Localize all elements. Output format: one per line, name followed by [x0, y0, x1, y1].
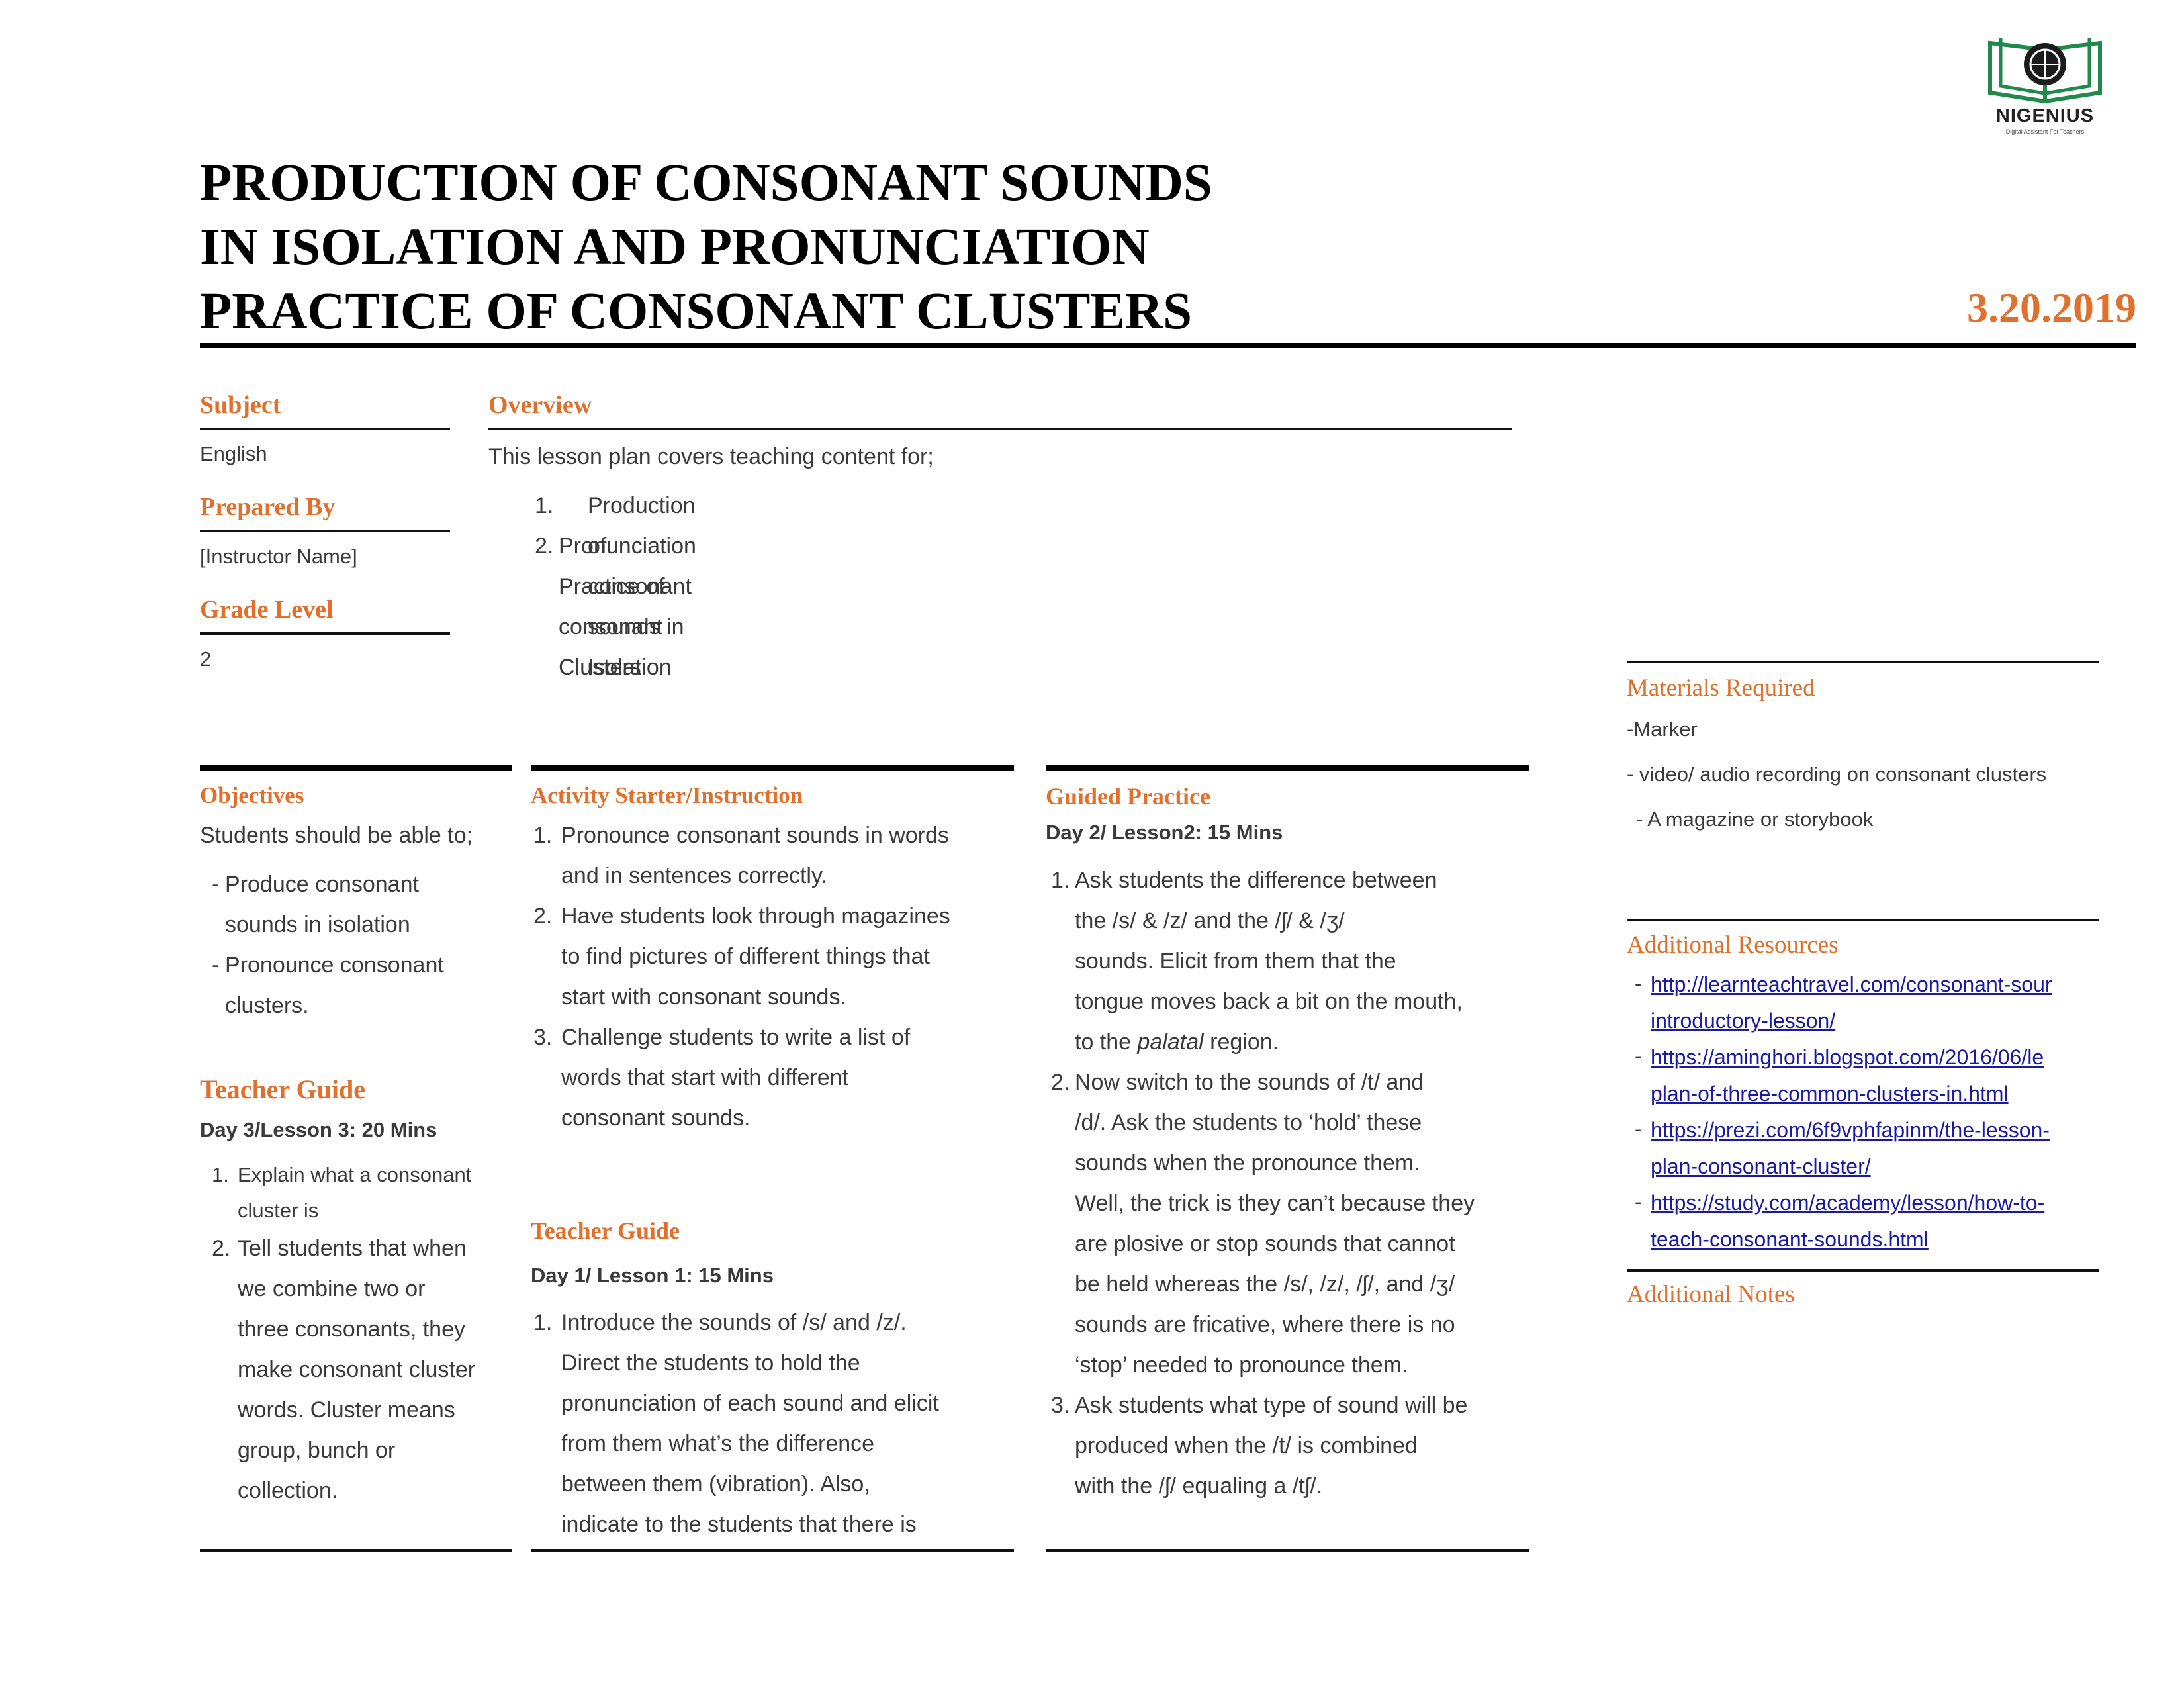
materials-heading: Materials Required [1627, 675, 1815, 702]
list-item: - video/ audio recording on consonant cl… [1627, 763, 2047, 786]
list-item: 1. Pronounce consonant sounds in words a… [531, 816, 1014, 896]
grade-level-rule [200, 632, 450, 635]
list-item: 2. Pronunciation Practice of consonant C… [535, 526, 696, 680]
resource-link[interactable]: https://prezi.com/6f9vphfapinm/the-lesso… [1651, 1118, 2050, 1142]
guided-practice-heading: Guided Practice [1046, 783, 1210, 810]
list-item: - https://study.com/academy/lesson/how-t… [1635, 1190, 2045, 1251]
objectives-rule [200, 765, 512, 771]
title-line: IN ISOLATION AND PRONUNCIATION [200, 218, 1150, 276]
materials-rule [1627, 661, 2099, 663]
resources-rule [1627, 919, 2099, 921]
prepared-by-heading: Prepared By [200, 493, 336, 521]
list-number: 3. [1051, 1393, 1070, 1418]
lesson-date: 3.20.2019 [1967, 284, 2136, 331]
list-bullet: - [212, 872, 220, 897]
resource-link[interactable]: https://study.com/academy/lesson/how-to- [1651, 1191, 2045, 1215]
activity-rule [531, 765, 1014, 771]
list-number: 1. [533, 1310, 553, 1335]
guided-practice-rule [1046, 765, 1529, 771]
list-item: 1. Production of consonant sounds in Iso… [535, 486, 696, 680]
overview-list: 1. Production of consonant sounds in Iso… [535, 486, 696, 680]
objectives-intro: Students should be able to; [200, 823, 473, 848]
list-number: 1. [535, 493, 554, 518]
resource-link[interactable]: http://learnteachtravel.com/consonant-so… [1651, 972, 2052, 996]
list-item: - http://learnteachtravel.com/consonant-… [1635, 972, 2052, 1033]
logo-tagline: Digital Assistant For Teachers [2005, 128, 2085, 135]
list-number: 3. [533, 1025, 553, 1050]
list-text: Production of consonant sounds in Isolat… [588, 493, 696, 680]
objectives-heading: Objectives [200, 782, 304, 808]
list-item: 3. Challenge students to write a list of… [531, 1017, 1014, 1139]
column-1-bottom-rule [200, 1549, 512, 1552]
grade-level-heading: Grade Level [200, 596, 334, 624]
list-item: 1. Introduce the sounds of /s/ and /z/. … [531, 1303, 1014, 1545]
list-item: -Marker [1627, 718, 1698, 741]
notes-rule [1627, 1269, 2099, 1272]
activity-heading: Activity Starter/Instruction [531, 782, 803, 808]
list-item: 1. Explain what a consonant cluster is [212, 1157, 523, 1229]
list-number: 2. [535, 534, 554, 559]
list-number: 2. [1051, 1070, 1070, 1095]
objectives-list: - Produce consonant sounds in isolation … [212, 865, 444, 1026]
overview-intro: This lesson plan covers teaching content… [488, 444, 934, 469]
guided-practice-list: 1. Ask students the difference between t… [1051, 861, 1541, 1507]
subject-rule [200, 428, 450, 430]
prepared-by-rule [200, 530, 450, 532]
teacher-guide-1-list: 1. Introduce the sounds of /s/ and /z/. … [531, 1303, 1014, 1545]
logo-brand: NIGENIUS [1995, 105, 2095, 126]
open-book-globe-icon [1988, 38, 2102, 103]
list-number: 2. [212, 1236, 231, 1261]
list-item: - Pronounce consonant clusters. [212, 945, 444, 1026]
teacher-guide-1-heading: Teacher Guide [531, 1217, 680, 1244]
list-item: - https://prezi.com/6f9vphfapinm/the-les… [1635, 1117, 2050, 1178]
list-number: 1. [1051, 868, 1070, 893]
list-item: 1. Ask students the difference between t… [1051, 861, 1541, 1062]
materials-list: -Marker - video/ audio recording on cons… [1627, 707, 2099, 842]
resource-link[interactable]: introductory-lesson/ [1651, 1009, 1836, 1033]
list-number: 1. [212, 1163, 229, 1186]
title-line: PRODUCTION OF CONSONANT SOUNDS [200, 154, 1212, 212]
overview-rule [488, 428, 1512, 430]
list-item: 2. Have students look through magazines … [531, 896, 1014, 1017]
resource-link[interactable]: plan-consonant-cluster/ [1651, 1154, 1871, 1178]
notes-heading: Additional Notes [1627, 1281, 1795, 1308]
list-item: - https://aminghori.blogspot.com/2016/06… [1635, 1045, 2044, 1105]
resource-link[interactable]: teach-consonant-sounds.html [1651, 1227, 1929, 1251]
title-divider [200, 343, 2136, 348]
list-bullet: - [212, 953, 220, 978]
list-item: - Produce consonant sounds in isolation [212, 865, 444, 945]
list-item: 2. Now switch to the sounds of /t/ and /… [1051, 1062, 1541, 1385]
subject-value: English [200, 442, 267, 465]
column-2-bottom-rule [531, 1549, 1014, 1552]
overview-heading: Overview [488, 391, 592, 419]
list-number: 2. [533, 904, 553, 929]
list-item: 3. Ask students what type of sound will … [1051, 1385, 1541, 1507]
prepared-by-value: [Instructor Name] [200, 545, 357, 568]
list-text: Pronunciation Practice of consonant Clus… [559, 534, 696, 680]
resources-list: - http://learnteachtravel.com/consonant-… [1635, 966, 2099, 1258]
grade-level-value: 2 [200, 647, 212, 671]
teacher-guide-3-list: 1. Explain what a consonant cluster is 2… [212, 1157, 523, 1511]
column-3-bottom-rule [1046, 1549, 1529, 1552]
brand-logo: NIGENIUS Digital Assistant For Teachers [1969, 30, 2121, 142]
list-number: 1. [533, 823, 553, 848]
teacher-guide-3-heading: Teacher Guide [200, 1074, 366, 1104]
teacher-guide-3-day: Day 3/Lesson 3: 20 Mins [200, 1118, 437, 1141]
list-item: 2. Tell students that when we combine tw… [212, 1229, 523, 1511]
guided-practice-day: Day 2/ Lesson2: 15 Mins [1046, 821, 1283, 844]
activity-list: 1. Pronounce consonant sounds in words a… [531, 816, 1014, 1139]
resource-link[interactable]: https://aminghori.blogspot.com/2016/06/l… [1651, 1045, 2044, 1069]
resource-link[interactable]: plan-of-three-common-clusters-in.html [1651, 1082, 2009, 1105]
resources-heading: Additional Resources [1627, 931, 1839, 959]
teacher-guide-1-day: Day 1/ Lesson 1: 15 Mins [531, 1264, 774, 1287]
page-title: PRODUCTION OF CONSONANT SOUNDS IN ISOLAT… [200, 151, 1259, 344]
list-item: - A magazine or storybook [1636, 808, 1874, 831]
subject-heading: Subject [200, 391, 281, 419]
title-line: PRACTICE OF CONSONANT CLUSTERS [200, 283, 1193, 340]
